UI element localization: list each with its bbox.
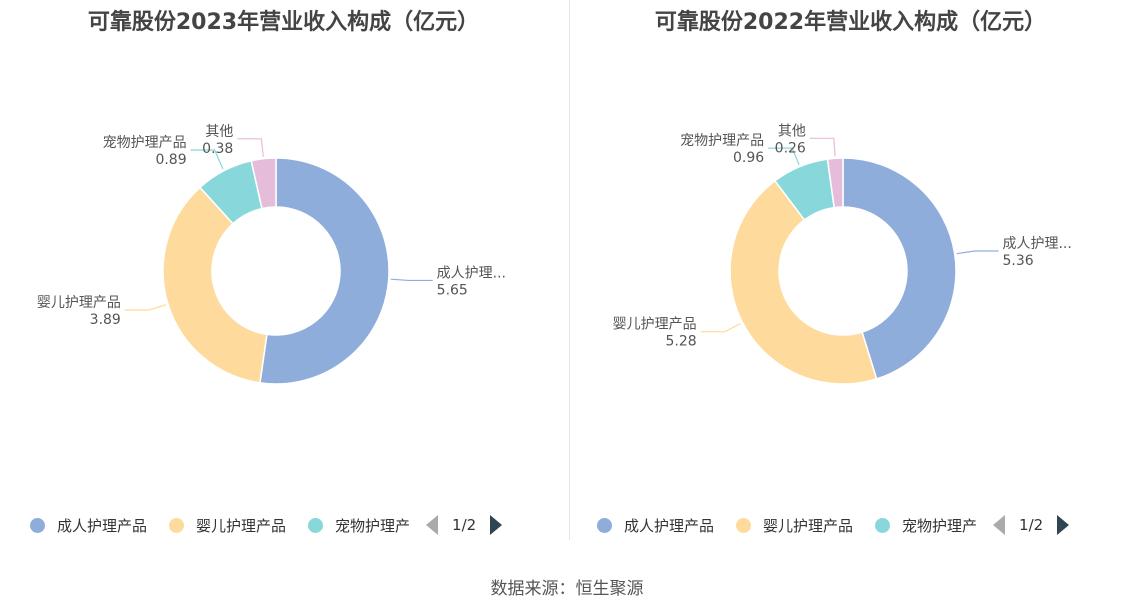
prev-page-icon[interactable] [426,515,439,535]
legend-label: 宠物护理产 [902,516,978,535]
legend-marker [169,517,185,533]
legend-label: 成人护理产品 [624,516,715,535]
data-source: 数据来源：恒生聚源 [490,579,644,599]
legend-marker [875,517,891,533]
slice-baby[interactable] [162,186,268,384]
slice-value-baby: 3.89 [90,312,121,328]
slice-value-adult: 5.65 [437,282,468,298]
legend-pager: 1/2 [426,515,503,535]
slice-adult[interactable] [842,157,957,380]
legend-item-baby[interactable]: 婴儿护理产品 [169,515,286,536]
chart-panel-2022: 可靠股份2022年营业收入构成（亿元） 成人护理... 5.36 婴儿护理产品 5.2… [567,0,1134,545]
next-page-icon[interactable] [1057,515,1070,535]
leader-line-adult [956,250,999,255]
slice-label-other: 其他 [205,124,233,140]
slice-label-pet: 宠物护理产品 [103,135,187,151]
legend-label: 婴儿护理产品 [196,516,287,535]
leader-line-baby [700,322,741,333]
legend: 成人护理产品 婴儿护理产品 宠物护理产 1/2 [597,512,1070,538]
prev-page-icon[interactable] [993,515,1006,535]
legend-page-indicator: 1/2 [452,516,477,534]
slice-label-pet: 宠物护理产品 [680,133,764,149]
legend-marker [308,517,324,533]
slice-value-pet: 0.96 [733,150,764,166]
legend-label: 成人护理产品 [57,516,148,535]
legend: 成人护理产品 婴儿护理产品 宠物护理产 1/2 [30,512,503,538]
panel-divider [569,0,570,540]
slice-value-adult: 5.36 [1002,253,1033,269]
legend-marker [597,517,612,533]
legend-item-adult[interactable]: 成人护理产品 [30,515,147,536]
chart-panel-2023: 可靠股份2023年营业收入构成（亿元） 成人护理... 5.65 婴儿护理产品 3.8… [0,0,567,545]
chart-title: 可靠股份2022年营业收入构成（亿元） [654,10,1047,35]
legend-item-pet[interactable]: 宠物护理产 [308,515,410,536]
leader-line-other [237,138,264,157]
slice-value-baby: 5.28 [666,334,697,350]
leader-line-adult [390,278,433,282]
slice-other[interactable] [250,157,277,210]
next-page-icon[interactable] [490,515,503,535]
chart-title: 可靠股份2023年营业收入构成（亿元） [87,10,480,35]
slice-label-baby: 婴儿护理产品 [613,317,697,333]
legend-item-baby[interactable]: 婴儿护理产品 [736,515,853,536]
leader-line-other [809,137,836,157]
slice-value-other: 0.26 [775,140,806,156]
legend-pager: 1/2 [993,515,1070,535]
leader-line-pet [190,149,224,170]
leader-line-pet [768,147,800,165]
slice-value-other: 0.38 [202,141,233,157]
slice-label-adult: 成人护理... [1002,236,1071,252]
legend-page-indicator: 1/2 [1019,516,1044,534]
legend-marker [736,517,752,533]
slice-label-adult: 成人护理... [437,265,506,281]
legend-label: 婴儿护理产品 [763,516,854,535]
slice-baby[interactable] [729,179,878,385]
slice-label-other: 其他 [778,123,806,139]
leader-line-baby [124,304,167,311]
slice-adult[interactable] [259,157,390,385]
legend-marker [30,517,45,533]
legend-label: 宠物护理产 [335,516,411,535]
slice-value-pet: 0.89 [155,152,186,168]
slice-other[interactable] [826,157,844,209]
legend-item-pet[interactable]: 宠物护理产 [875,515,977,536]
slice-label-baby: 婴儿护理产品 [37,295,121,311]
legend-item-adult[interactable]: 成人护理产品 [597,515,714,536]
